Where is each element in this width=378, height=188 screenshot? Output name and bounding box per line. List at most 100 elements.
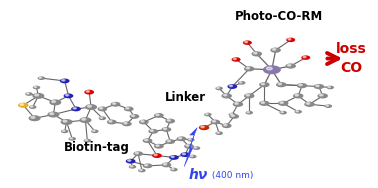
- Circle shape: [178, 137, 182, 139]
- Text: loss: loss: [336, 42, 366, 56]
- Circle shape: [148, 129, 158, 134]
- Circle shape: [87, 105, 91, 107]
- Circle shape: [244, 93, 254, 99]
- Circle shape: [82, 118, 86, 120]
- Circle shape: [296, 111, 298, 112]
- Circle shape: [79, 117, 91, 123]
- Circle shape: [246, 67, 249, 69]
- Circle shape: [68, 137, 76, 141]
- Circle shape: [154, 144, 164, 149]
- Circle shape: [133, 151, 143, 156]
- Circle shape: [170, 168, 178, 171]
- Circle shape: [141, 121, 144, 122]
- Circle shape: [37, 76, 45, 80]
- Circle shape: [215, 86, 223, 90]
- Circle shape: [98, 107, 107, 111]
- Circle shape: [259, 82, 270, 87]
- Circle shape: [224, 124, 227, 126]
- Circle shape: [31, 106, 33, 107]
- Circle shape: [206, 113, 208, 115]
- Circle shape: [124, 122, 127, 124]
- Circle shape: [113, 103, 116, 104]
- Circle shape: [27, 93, 29, 94]
- Circle shape: [215, 131, 223, 135]
- Circle shape: [261, 102, 265, 103]
- Circle shape: [235, 103, 238, 104]
- Circle shape: [138, 169, 146, 172]
- Circle shape: [263, 65, 281, 74]
- Circle shape: [33, 86, 40, 89]
- Circle shape: [85, 104, 97, 110]
- Circle shape: [65, 94, 69, 96]
- Circle shape: [122, 121, 132, 126]
- Circle shape: [99, 108, 102, 109]
- Circle shape: [246, 94, 249, 96]
- Circle shape: [281, 111, 283, 113]
- Circle shape: [177, 136, 186, 141]
- Circle shape: [233, 58, 236, 60]
- Circle shape: [130, 114, 139, 119]
- Circle shape: [60, 79, 70, 83]
- Circle shape: [126, 108, 129, 109]
- Circle shape: [34, 86, 37, 88]
- Circle shape: [99, 116, 106, 120]
- Circle shape: [31, 117, 35, 118]
- Circle shape: [60, 119, 73, 125]
- Circle shape: [161, 162, 171, 167]
- Circle shape: [288, 64, 291, 66]
- Circle shape: [189, 155, 197, 158]
- Circle shape: [222, 123, 232, 128]
- Circle shape: [279, 111, 287, 114]
- Circle shape: [129, 165, 136, 169]
- Circle shape: [254, 52, 257, 54]
- Circle shape: [278, 83, 282, 85]
- Circle shape: [228, 84, 237, 89]
- Circle shape: [270, 48, 281, 53]
- Circle shape: [259, 101, 270, 106]
- Circle shape: [63, 120, 67, 122]
- Circle shape: [64, 93, 73, 98]
- Text: hν: hν: [189, 168, 208, 182]
- Circle shape: [150, 130, 153, 131]
- Circle shape: [154, 113, 164, 118]
- Circle shape: [25, 92, 33, 96]
- Circle shape: [143, 163, 152, 168]
- Circle shape: [201, 126, 204, 128]
- Circle shape: [180, 152, 190, 157]
- Circle shape: [33, 93, 44, 99]
- Circle shape: [130, 166, 133, 167]
- Circle shape: [143, 138, 152, 143]
- Circle shape: [152, 153, 162, 158]
- Circle shape: [186, 145, 189, 146]
- Circle shape: [163, 163, 167, 165]
- Circle shape: [243, 40, 252, 45]
- Text: CO: CO: [340, 61, 362, 75]
- Circle shape: [171, 156, 174, 158]
- Circle shape: [285, 63, 296, 69]
- Circle shape: [49, 99, 61, 105]
- Circle shape: [20, 104, 23, 105]
- Circle shape: [294, 110, 302, 114]
- Circle shape: [240, 82, 242, 83]
- Circle shape: [231, 115, 234, 117]
- Circle shape: [304, 102, 315, 107]
- Circle shape: [109, 121, 112, 122]
- Circle shape: [297, 83, 307, 88]
- Circle shape: [62, 130, 65, 131]
- Circle shape: [247, 111, 249, 113]
- Circle shape: [273, 49, 276, 50]
- Circle shape: [100, 117, 102, 118]
- Circle shape: [139, 169, 142, 171]
- Circle shape: [47, 111, 59, 118]
- Circle shape: [86, 91, 89, 92]
- Circle shape: [191, 155, 193, 157]
- Circle shape: [85, 139, 87, 141]
- Circle shape: [286, 38, 295, 42]
- Circle shape: [154, 154, 157, 156]
- Circle shape: [276, 82, 287, 87]
- Circle shape: [204, 113, 212, 116]
- Circle shape: [222, 93, 232, 99]
- Circle shape: [39, 77, 42, 78]
- Circle shape: [145, 139, 148, 141]
- Circle shape: [84, 139, 91, 143]
